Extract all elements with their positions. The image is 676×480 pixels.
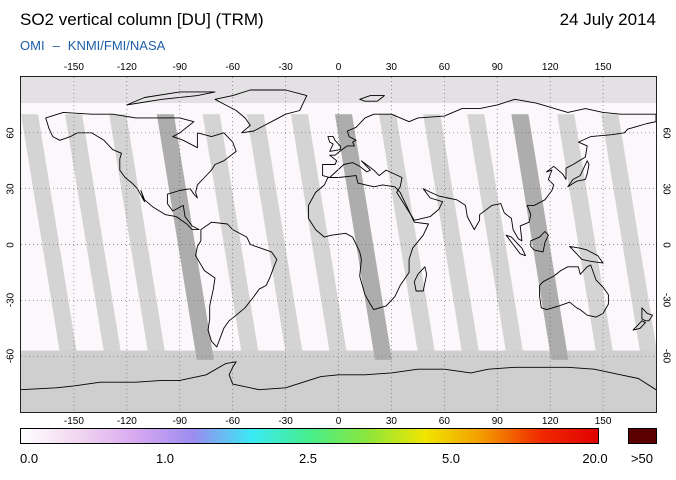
new-zealand-south-coast bbox=[632, 320, 646, 331]
right-lat-tick: 0 bbox=[660, 241, 672, 248]
orbit-gap-9 bbox=[423, 114, 481, 360]
africa-coast bbox=[308, 175, 429, 311]
antarctica-coast bbox=[21, 361, 656, 391]
orbit-gap-0 bbox=[21, 114, 78, 360]
color-scale-label: 1.0 bbox=[155, 451, 175, 466]
right-lat-tick: -30 bbox=[660, 293, 672, 308]
coastlines bbox=[21, 89, 656, 391]
color-scale-bar bbox=[20, 428, 599, 444]
new-zealand-coast bbox=[641, 307, 653, 322]
bottom-lon-tick: -90 bbox=[172, 416, 187, 427]
left-lat-tick: -60 bbox=[5, 348, 17, 364]
top-lon-tick: -120 bbox=[116, 62, 137, 73]
left-lat-tick: -30 bbox=[5, 293, 17, 308]
left-lat-tick: 30 bbox=[5, 183, 17, 195]
bottom-lon-tick: 30 bbox=[385, 416, 397, 427]
right-lat-tick: -60 bbox=[660, 348, 672, 364]
svalbard-coast bbox=[359, 95, 385, 102]
top-lon-tick: 120 bbox=[541, 62, 559, 73]
bottom-lon-tick: -60 bbox=[225, 416, 240, 427]
map-title: SO2 vertical column [DU] (TRM) bbox=[20, 10, 264, 29]
orbit-gap-8 bbox=[379, 114, 437, 360]
bottom-lon-tick: -120 bbox=[116, 416, 137, 427]
orbit-gap-10 bbox=[467, 114, 525, 360]
right-lat-tick: 30 bbox=[660, 183, 672, 195]
right-lat-tick: 60 bbox=[660, 127, 672, 139]
credit-agencies: KNMI/FMI/NASA bbox=[67, 38, 166, 53]
australia-coast bbox=[539, 264, 609, 318]
south-america-coast bbox=[195, 221, 278, 348]
japan-coast bbox=[567, 160, 590, 188]
color-scale-label: 2.5 bbox=[298, 451, 318, 466]
bottom-lon-tick: -30 bbox=[278, 416, 293, 427]
great-britain-coast bbox=[327, 136, 341, 152]
bottom-lon-tick: -150 bbox=[63, 416, 84, 427]
color-scale-overflow bbox=[628, 428, 657, 444]
credit-separator: – bbox=[52, 38, 60, 53]
orbit-gap-13 bbox=[601, 114, 656, 360]
bottom-lon-tick: 150 bbox=[594, 416, 612, 427]
orbit-gap-4 bbox=[202, 114, 260, 360]
map-date: 24 July 2014 bbox=[559, 10, 656, 29]
top-lon-tick: 0 bbox=[335, 62, 342, 73]
orbit-gap-dark-africa bbox=[334, 114, 392, 360]
sumatra-coast bbox=[505, 234, 526, 257]
top-lon-tick: 60 bbox=[438, 62, 450, 73]
top-lon-tick: -30 bbox=[278, 62, 293, 73]
left-lat-tick: 60 bbox=[5, 127, 17, 139]
orbit-gap-12 bbox=[557, 114, 615, 360]
credit-line: OMI – KNMI/FMI/NASA bbox=[20, 38, 165, 53]
bottom-lon-tick: 90 bbox=[491, 416, 503, 427]
madagascar-coast bbox=[413, 266, 428, 292]
orbit-gap-dark-america bbox=[156, 114, 214, 360]
borneo-coast bbox=[530, 231, 549, 253]
arctic-islands-coast bbox=[126, 91, 216, 106]
top-lon-tick: -150 bbox=[63, 62, 84, 73]
top-lon-tick: -60 bbox=[225, 62, 240, 73]
orbit-gap-1 bbox=[65, 114, 123, 360]
orbit-gap-6 bbox=[290, 114, 348, 360]
color-scale-label: 5.0 bbox=[441, 451, 461, 466]
north-america-coast bbox=[45, 111, 237, 231]
arctic-band bbox=[21, 77, 656, 104]
world-map-canvas bbox=[21, 77, 656, 412]
world-map bbox=[20, 76, 657, 413]
top-lon-tick: 150 bbox=[594, 62, 612, 73]
color-scale-label: 20.0 bbox=[582, 451, 608, 466]
left-lat-tick: 0 bbox=[5, 241, 17, 248]
top-lon-tick: 30 bbox=[385, 62, 397, 73]
orbit-gap-2 bbox=[109, 114, 167, 360]
credit-instrument: OMI bbox=[20, 38, 45, 53]
top-lon-tick: 90 bbox=[491, 62, 503, 73]
color-scale-label: 0.0 bbox=[20, 451, 39, 466]
bottom-lon-tick: 120 bbox=[541, 416, 559, 427]
color-scale-label: >50 bbox=[630, 451, 654, 466]
orbit-gap-5 bbox=[246, 114, 304, 360]
eurasia-coast bbox=[322, 98, 656, 242]
bottom-lon-tick: 60 bbox=[438, 416, 450, 427]
top-lon-tick: -90 bbox=[172, 62, 187, 73]
bottom-lon-tick: 0 bbox=[335, 416, 342, 427]
new-guinea-coast bbox=[569, 245, 604, 264]
